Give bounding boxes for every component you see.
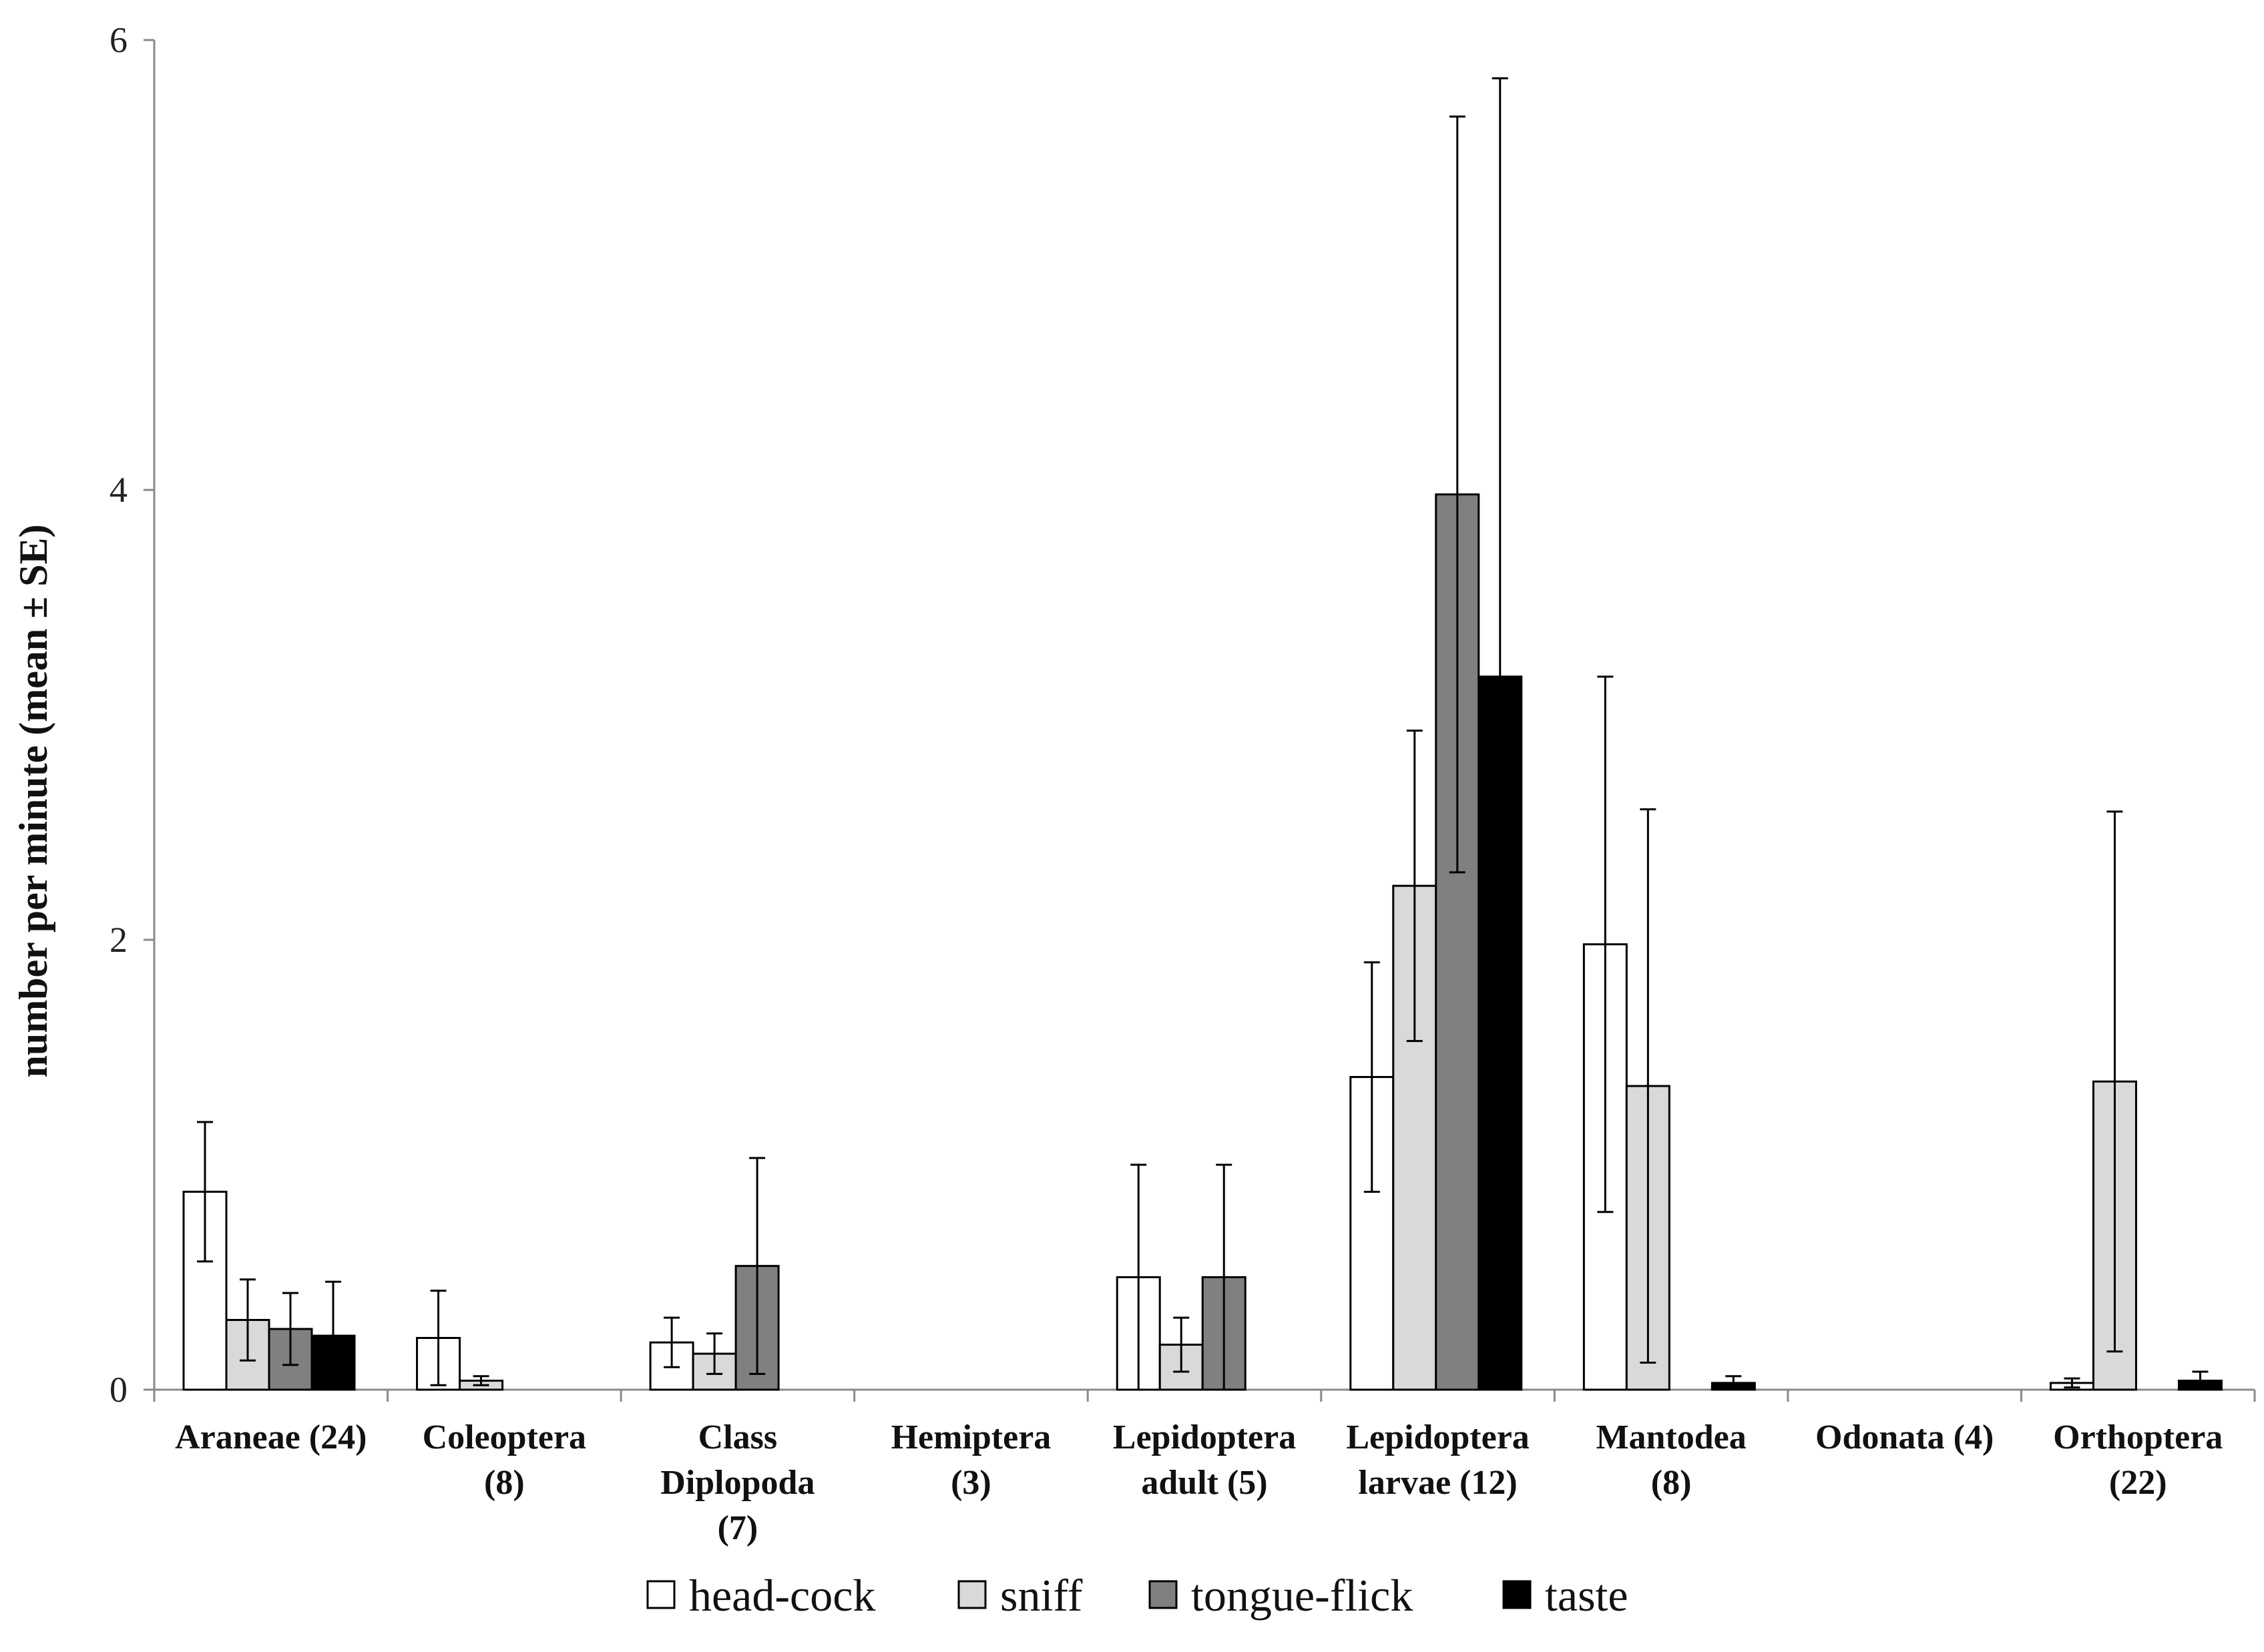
legend-label: sniff [1000,1570,1083,1621]
legend-swatch-sniff [957,1580,987,1609]
legend: head-cock sniff tongue-flick taste [646,1570,1628,1621]
category-label: Mantodea (8) [1596,1418,1746,1502]
legend-label: taste [1545,1570,1628,1621]
legend-label: head-cock [689,1570,875,1621]
category-label: Class Diplopoda (7) [660,1418,815,1547]
legend-swatch-head-cock [646,1580,676,1609]
legend-swatch-tongue-flick [1148,1580,1178,1609]
legend-label: tongue-flick [1191,1570,1413,1621]
category-label: Orthoptera (22) [2053,1418,2223,1502]
y-tick-label: 0 [109,1370,128,1410]
category-label: Araneae (24) [175,1418,367,1456]
y-tick-label: 6 [109,20,128,60]
category-label: Hemiptera (3) [891,1418,1052,1502]
category-label: Lepidoptera larvae (12) [1346,1418,1529,1502]
category-label: Lepidoptera adult (5) [1113,1418,1296,1502]
y-tick-label: 4 [109,470,128,510]
legend-swatch-taste [1502,1580,1532,1609]
category-label: Coleoptera (8) [423,1418,586,1502]
plot-area: 0 2 4 6 Araneae (24) Coleoptera (8) Class Diplop… [109,20,2256,1547]
category-label: Odonata (4) [1815,1418,1994,1456]
y-tick-label: 2 [109,920,128,960]
bar-head-cock [182,1190,228,1391]
y-axis-label: number per minute (mean ± SE) [11,524,55,1077]
